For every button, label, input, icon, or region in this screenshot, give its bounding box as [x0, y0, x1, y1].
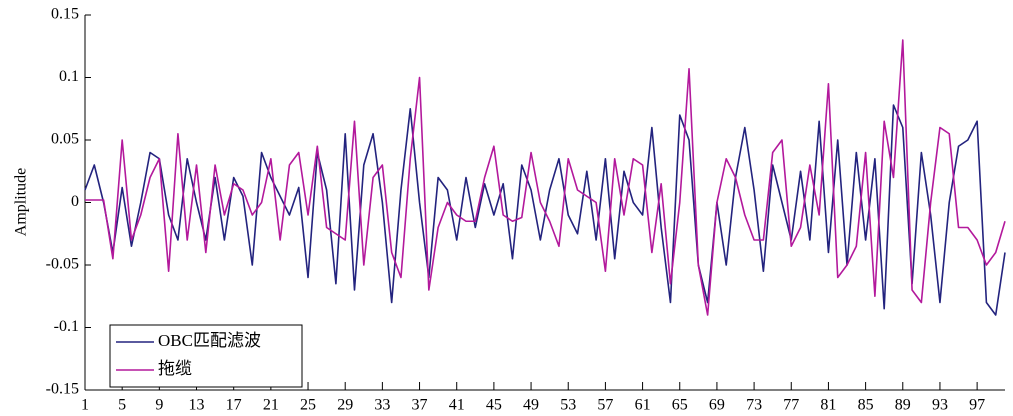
x-tick-label: 33: [374, 397, 390, 414]
y-tick-label: -0.05: [46, 256, 79, 273]
x-tick-label: 5: [118, 397, 126, 414]
x-tick-label: 65: [672, 397, 688, 414]
x-tick-label: 61: [635, 397, 651, 414]
x-tick-label: 1: [81, 397, 89, 414]
y-tick-label: -0.1: [54, 318, 79, 335]
x-tick-label: 69: [709, 397, 725, 414]
x-tick-label: 73: [746, 397, 762, 414]
x-tick-label: 93: [932, 397, 948, 414]
x-tick-label: 21: [263, 397, 279, 414]
x-tick-label: 13: [189, 397, 205, 414]
x-tick-label: 57: [597, 397, 613, 414]
x-tick-label: 29: [337, 397, 353, 414]
x-tick-label: 9: [155, 397, 163, 414]
legend-box: [109, 324, 303, 388]
x-tick-label: 89: [895, 397, 911, 414]
x-tick-label: 81: [820, 397, 836, 414]
y-tick-label: 0.1: [59, 68, 79, 85]
y-tick-label: 0.05: [51, 131, 79, 148]
x-tick-label: 53: [560, 397, 576, 414]
x-tick-label: 45: [486, 397, 502, 414]
y-tick-label: -0.15: [46, 381, 79, 398]
x-tick-label: 85: [858, 397, 874, 414]
y-axis-label: Amplitude: [13, 168, 30, 236]
x-tick-label: 37: [412, 397, 428, 414]
y-tick-label: 0.15: [51, 6, 79, 23]
legend-label: OBC匹配滤波: [158, 331, 261, 350]
legend-label: 拖缆: [158, 359, 192, 378]
y-tick-label: 0: [71, 193, 79, 210]
x-tick-label: 97: [969, 397, 985, 414]
x-tick-label: 25: [300, 397, 316, 414]
series-line: [85, 39, 1006, 316]
x-tick-label: 49: [523, 397, 539, 414]
x-tick-label: 41: [449, 397, 465, 414]
x-tick-label: 17: [226, 397, 242, 414]
x-tick-label: 77: [783, 397, 799, 414]
